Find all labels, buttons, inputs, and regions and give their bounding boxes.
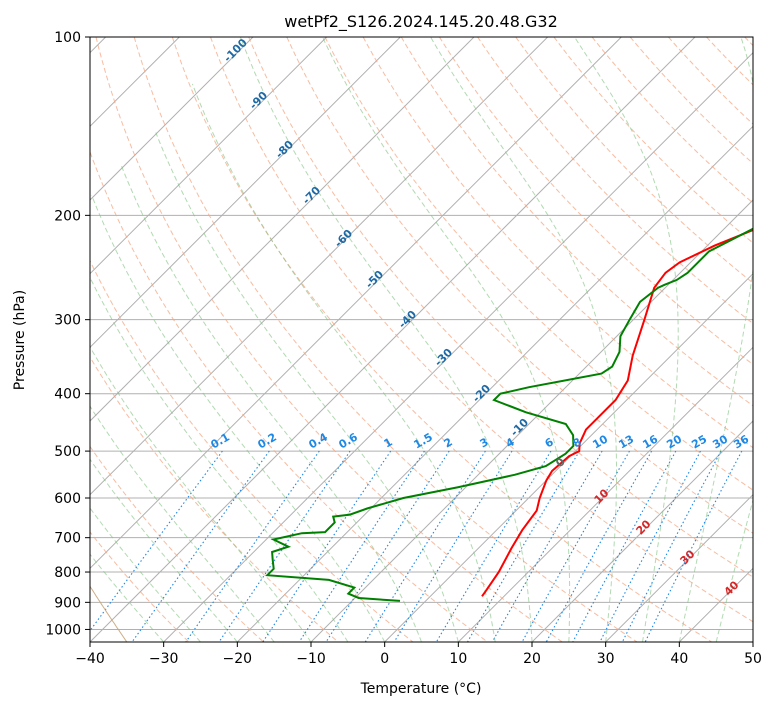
y-tick-label: 100 xyxy=(54,30,81,46)
dry-adiabat-line xyxy=(286,37,753,534)
dry-adiabat-line xyxy=(133,37,638,642)
x-tick-label: 0 xyxy=(380,651,389,667)
profile-series-line xyxy=(265,227,753,602)
moist-adiabat-line xyxy=(90,507,201,642)
x-tick-label: −30 xyxy=(149,651,179,667)
moist-adiabat-line xyxy=(430,37,617,642)
plot-frame xyxy=(89,36,754,643)
y-axis-label: Pressure (hPa) xyxy=(12,290,28,390)
moist-adiabat-line xyxy=(120,165,422,642)
x-axis-label: Temperature (°C) xyxy=(360,681,482,697)
moist-adiabat-line xyxy=(239,37,533,642)
chart-title: wetPf2_S126.2024.145.20.48.G32 xyxy=(284,12,558,32)
mixing-ratio-line xyxy=(393,450,513,642)
mixing-ratio-line xyxy=(185,450,320,642)
dry-adiabat-line xyxy=(400,37,753,407)
y-tick-label: 900 xyxy=(54,595,81,611)
dry-adiabat-line xyxy=(248,37,753,578)
isotherm-line xyxy=(457,346,753,642)
moist-adiabat-line xyxy=(155,132,459,642)
y-tick-label: 600 xyxy=(54,491,81,507)
dry-adiabat-line xyxy=(324,37,753,491)
mixing-ratio-line xyxy=(467,450,580,642)
x-tick-label: −20 xyxy=(223,651,253,667)
isotherm-line xyxy=(90,37,475,422)
moist-adiabat-line xyxy=(90,553,165,642)
x-tick-label: 40 xyxy=(670,651,688,667)
isotherm-line xyxy=(90,37,549,496)
y-tick-label: 1000 xyxy=(45,622,81,638)
mixing-ratio-line xyxy=(435,450,552,642)
dry-adiabat-line xyxy=(210,37,753,623)
moist-adiabat-line xyxy=(322,37,571,642)
x-tick-label: 10 xyxy=(449,651,467,667)
x-tick-label: −40 xyxy=(75,651,105,667)
dry-adiabat-line xyxy=(171,37,712,642)
x-tick-label: −10 xyxy=(296,651,326,667)
isotherm-line xyxy=(90,37,328,275)
x-tick-label: 20 xyxy=(523,651,541,667)
mixing-ratio-line xyxy=(572,450,677,642)
dry-adiabat-line xyxy=(90,445,264,642)
isotherm-line xyxy=(90,37,254,201)
moist-adiabat-line xyxy=(90,405,275,642)
isotherm-line xyxy=(531,420,753,642)
mixing-ratio-line xyxy=(521,450,630,642)
profile-series-line xyxy=(481,228,753,597)
moist-adiabat-line xyxy=(191,83,496,642)
isotherm-line xyxy=(384,272,753,642)
y-tick-label: 200 xyxy=(54,208,81,224)
moist-adiabat-line xyxy=(91,195,386,642)
mixing-ratio-line xyxy=(599,450,701,642)
dry-adiabat-line xyxy=(438,37,753,366)
moist-adiabat-line xyxy=(90,345,312,642)
mixing-ratio-line xyxy=(621,450,722,642)
y-tick-label: 500 xyxy=(54,444,81,460)
y-tick-label: 400 xyxy=(54,387,81,403)
x-tick-label: 30 xyxy=(597,651,615,667)
dry-adiabat-line xyxy=(95,37,563,642)
mixing-ratio-line xyxy=(218,450,351,642)
mixing-ratio-line xyxy=(131,450,270,642)
isotherm-line xyxy=(605,493,753,642)
mixing-ratio-line xyxy=(364,450,486,642)
dry-adiabat-line xyxy=(90,259,414,642)
moist-adiabat-line xyxy=(90,458,238,642)
y-tick-label: 800 xyxy=(54,565,81,581)
dry-adiabat-line xyxy=(362,37,753,449)
axes: −40 −30 −20 −10 0 10 20 30 40 50 100 200 300 400 500 60… xyxy=(45,30,762,667)
y-tick-label: 700 xyxy=(54,531,81,547)
auxiliary-curve-line xyxy=(90,585,128,642)
moist-adiabat-line xyxy=(678,37,753,642)
y-tick-label: 300 xyxy=(54,313,81,329)
isotherm-line xyxy=(90,37,401,349)
mixing-ratio-line xyxy=(545,450,653,642)
dry-adiabat-line xyxy=(515,37,753,284)
moist-adiabat-line xyxy=(715,498,753,642)
isotherm-line xyxy=(90,37,622,570)
plot-area xyxy=(90,37,753,642)
dry-adiabat-line xyxy=(553,37,753,244)
isotherm-line xyxy=(163,51,753,642)
isotherm-line xyxy=(236,125,753,642)
mixing-ratio-line xyxy=(491,450,603,642)
dry-adiabat-line xyxy=(629,37,753,165)
x-tick-label: 50 xyxy=(744,651,762,667)
